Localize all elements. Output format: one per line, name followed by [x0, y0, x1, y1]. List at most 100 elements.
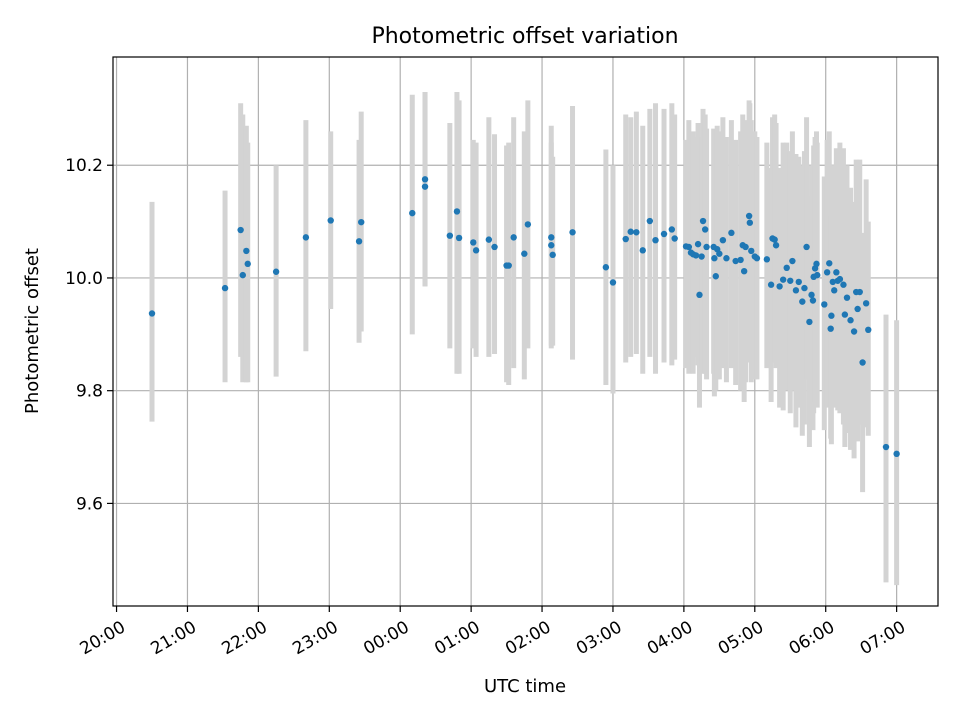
y-tick-label: 9.8 [76, 382, 103, 402]
data-point [485, 236, 493, 243]
data-point [421, 183, 429, 190]
data-point [639, 247, 646, 254]
data-point [813, 260, 820, 268]
data-point [692, 252, 700, 259]
y-tick-label: 9.6 [76, 494, 103, 514]
data-point [776, 283, 783, 290]
data-point [809, 297, 817, 304]
data-points [148, 176, 900, 458]
data-point [549, 251, 556, 259]
data-point [711, 255, 718, 262]
data-point [244, 260, 251, 268]
data-point [548, 242, 555, 249]
data-point [814, 271, 821, 279]
data-point [355, 238, 363, 245]
data-point [746, 219, 754, 226]
data-point [787, 277, 794, 284]
data-point [148, 310, 156, 317]
data-point [821, 301, 828, 308]
y-tick-label: 10.0 [65, 269, 103, 289]
data-point [470, 239, 477, 246]
data-point [327, 217, 334, 224]
data-point [893, 450, 900, 458]
data-point [569, 229, 576, 236]
data-point [795, 278, 802, 286]
data-point [783, 264, 790, 272]
data-point [847, 317, 854, 324]
data-point [660, 230, 668, 238]
data-point [763, 256, 771, 263]
data-point [772, 242, 780, 249]
data-point [685, 243, 693, 251]
data-point [609, 279, 617, 286]
data-point [840, 281, 847, 288]
data-point [745, 212, 753, 220]
data-point [808, 291, 815, 299]
data-point [602, 264, 610, 271]
y-axis-ticks: 9.6 9.8 10.0 10.2 [65, 156, 113, 514]
data-point [748, 247, 755, 255]
data-point [716, 250, 723, 257]
data-point [712, 273, 719, 280]
data-point [723, 255, 730, 262]
data-point [239, 271, 246, 279]
data-point [548, 234, 555, 241]
data-point [671, 235, 678, 242]
data-point [740, 267, 748, 275]
data-point [789, 257, 796, 265]
data-point [831, 287, 838, 294]
data-point [421, 176, 429, 183]
data-point [801, 284, 808, 292]
data-point [854, 305, 861, 313]
data-point [806, 318, 813, 326]
data-point [627, 228, 634, 235]
plot-frame [112, 56, 939, 607]
data-point [767, 281, 775, 288]
data-point [803, 243, 810, 251]
data-point [841, 311, 849, 318]
y-tick-label: 10.2 [65, 156, 103, 176]
data-point [859, 359, 866, 366]
data-point [732, 257, 739, 265]
data-point [827, 325, 834, 332]
x-axis-label: UTC time [484, 676, 566, 697]
data-point [491, 243, 498, 251]
data-point [696, 291, 703, 299]
data-point [358, 218, 365, 226]
data-point [701, 226, 709, 233]
data-point [694, 240, 702, 248]
data-point [792, 287, 800, 294]
data-point [698, 253, 705, 260]
data-point [652, 236, 659, 244]
data-point [836, 275, 844, 283]
data-point [505, 262, 512, 269]
data-point [446, 232, 454, 239]
data-point [862, 300, 870, 307]
data-point [833, 269, 840, 276]
data-point [742, 243, 749, 251]
data-point [779, 276, 787, 283]
data-point [882, 443, 890, 451]
data-point [472, 247, 480, 254]
data-point [409, 209, 416, 217]
data-point [799, 298, 806, 305]
data-point [453, 208, 461, 215]
data-point [668, 226, 676, 233]
data-point [850, 328, 858, 335]
data-point [221, 284, 229, 292]
data-point [521, 250, 528, 257]
data-point [828, 312, 835, 319]
data-point [622, 235, 629, 243]
data-point [243, 247, 250, 255]
data-point [826, 260, 833, 267]
data-point [703, 243, 710, 251]
data-point [237, 226, 244, 234]
data-point [865, 326, 872, 334]
data-point [455, 234, 463, 242]
data-point [753, 255, 761, 262]
data-point [737, 256, 744, 264]
data-point [719, 236, 727, 244]
data-point [856, 288, 863, 296]
